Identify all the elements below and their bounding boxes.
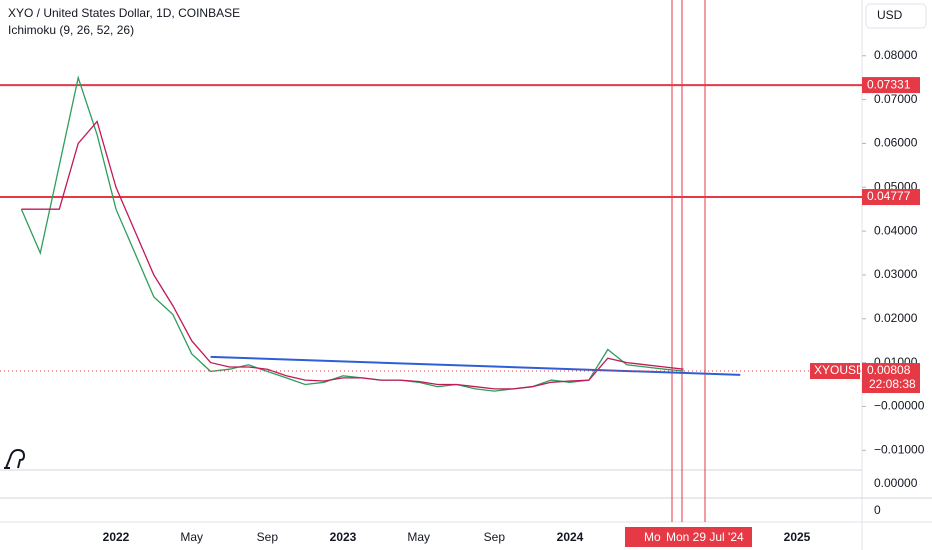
y-tick-label: 0.03000 xyxy=(874,267,918,281)
y-tick-label: 0.02000 xyxy=(874,311,918,325)
y-tick-label: −0.01000 xyxy=(874,442,925,456)
x-tick-label: May xyxy=(407,530,430,544)
price-label-box xyxy=(862,189,920,206)
x-tick-label: 2024 xyxy=(557,530,584,544)
pane-label: 0 xyxy=(874,503,881,517)
x-tick-label: May xyxy=(180,530,203,544)
price-label: 0.07331 xyxy=(867,77,911,91)
last-price-label: 0.00808 xyxy=(867,363,911,377)
price-line xyxy=(21,120,684,390)
y-tick-label: 0.08000 xyxy=(874,48,918,62)
countdown-label: 22:08:38 xyxy=(869,377,916,391)
x-tick-label: Sep xyxy=(484,530,506,544)
y-tick-label: −0.00000 xyxy=(874,399,925,413)
symbol-label: XYOUSD xyxy=(814,363,865,377)
x-tick-label: 2023 xyxy=(330,530,357,544)
y-tick-label: 0.06000 xyxy=(874,136,918,150)
x-tick-label: Sep xyxy=(257,530,279,544)
y-tick-label: 0.07000 xyxy=(874,92,918,106)
trendline xyxy=(210,355,741,376)
price-label: 0.04777 xyxy=(867,189,911,203)
pane-label: 0.00000 xyxy=(874,476,918,490)
last-price-box xyxy=(862,363,920,394)
crosshair-date-box xyxy=(625,527,752,547)
logo-icon xyxy=(4,448,26,469)
x-tick-label: 2022 xyxy=(103,530,130,544)
price-line xyxy=(20,75,684,392)
hidden-date-label: Mo xyxy=(644,530,661,544)
y-tick-label: 0.04000 xyxy=(874,223,918,237)
indicator-label: Ichimoku (9, 26, 52, 26) xyxy=(8,23,134,37)
currency-button[interactable] xyxy=(865,3,927,29)
price-label-box xyxy=(862,77,920,94)
symbol-box xyxy=(810,363,860,380)
x-tick-label: 2025 xyxy=(784,530,811,544)
currency-label[interactable]: USD xyxy=(877,8,903,22)
chart-title: XYO / United States Dollar, 1D, COINBASE xyxy=(8,6,240,20)
crosshair-date: Mon 29 Jul '24 xyxy=(666,530,744,544)
